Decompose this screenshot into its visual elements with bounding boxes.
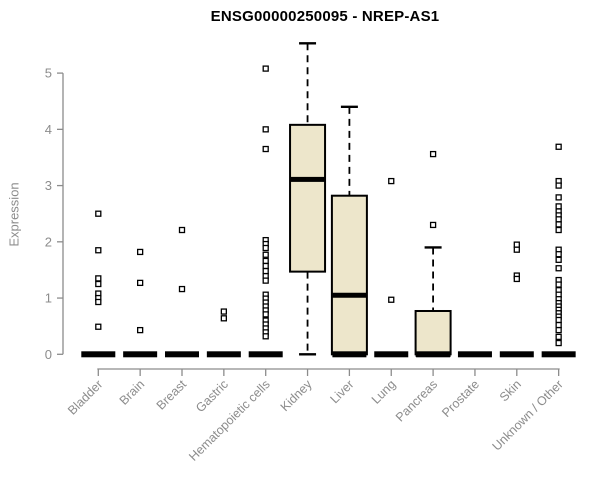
data-point-hematopoietic-cells bbox=[262, 126, 269, 133]
data-point-brain bbox=[136, 326, 144, 334]
data-point-breast bbox=[178, 285, 186, 293]
y-tick-label-1: 1 bbox=[45, 291, 52, 306]
data-point-bladder bbox=[95, 210, 102, 217]
data-point-unknown-other bbox=[555, 226, 562, 234]
x-label-kidney: Kidney bbox=[278, 377, 315, 414]
data-point-unknown-other bbox=[555, 265, 562, 272]
data-point-unknown-other bbox=[555, 339, 562, 347]
zero-median-bar-skin bbox=[499, 351, 534, 358]
x-label-bladder: Bladder bbox=[65, 377, 105, 417]
data-point-unknown-other bbox=[555, 256, 562, 263]
data-point-hematopoietic-cells bbox=[262, 65, 269, 72]
data-point-unknown-other bbox=[555, 182, 562, 189]
data-point-unknown-other bbox=[555, 143, 562, 150]
data-point-bladder bbox=[95, 275, 102, 282]
data-point-pancreas bbox=[429, 221, 437, 229]
data-point-hematopoietic-cells bbox=[262, 277, 269, 284]
data-point-unknown-other bbox=[555, 333, 562, 341]
data-point-pancreas bbox=[429, 150, 437, 158]
data-point-brain bbox=[136, 248, 144, 256]
data-point-bladder bbox=[95, 247, 102, 254]
zero-median-bar-gastric bbox=[206, 351, 241, 358]
zero-median-bar-liver bbox=[332, 351, 367, 358]
data-point-lung bbox=[388, 296, 395, 303]
data-point-unknown-other bbox=[555, 251, 562, 258]
data-point-hematopoietic-cells bbox=[262, 262, 269, 270]
data-point-hematopoietic-cells bbox=[262, 267, 269, 275]
x-label-pancreas: Pancreas bbox=[393, 377, 440, 424]
data-point-gastric bbox=[220, 315, 228, 322]
data-point-unknown-other bbox=[555, 326, 562, 334]
y-tick-label-0: 0 bbox=[45, 347, 52, 362]
median-line-liver bbox=[331, 292, 367, 298]
x-label-skin: Skin bbox=[497, 377, 524, 404]
x-label-liver: Liver bbox=[327, 377, 356, 406]
y-tick-label-2: 2 bbox=[45, 234, 52, 249]
zero-median-bar-unknown-other bbox=[541, 351, 576, 358]
x-label-brain: Brain bbox=[117, 377, 148, 408]
y-tick-label-4: 4 bbox=[45, 122, 52, 137]
data-point-hematopoietic-cells bbox=[262, 257, 269, 265]
data-point-hematopoietic-cells bbox=[262, 251, 269, 258]
box-liver bbox=[330, 194, 368, 356]
data-point-unknown-other bbox=[555, 316, 562, 324]
zero-median-bar-hematopoietic-cells bbox=[248, 351, 283, 358]
data-point-hematopoietic-cells bbox=[262, 333, 269, 340]
data-point-skin bbox=[513, 275, 520, 283]
data-point-unknown-other bbox=[555, 321, 562, 329]
zero-median-bar-pancreas bbox=[416, 351, 451, 358]
x-label-lung: Lung bbox=[369, 377, 399, 407]
data-point-unknown-other bbox=[555, 203, 562, 210]
data-point-hematopoietic-cells bbox=[262, 244, 269, 252]
zero-median-bar-breast bbox=[165, 351, 199, 358]
x-label-breast: Breast bbox=[154, 377, 190, 413]
data-point-lung bbox=[388, 177, 395, 185]
x-label-hematopoietic-cells: Hematopoietic cells bbox=[186, 377, 273, 464]
data-point-bladder bbox=[95, 280, 102, 288]
y-tick-label-3: 3 bbox=[45, 178, 52, 193]
data-point-hematopoietic-cells bbox=[262, 311, 269, 318]
data-point-breast bbox=[178, 226, 186, 234]
zero-median-bar-prostate bbox=[457, 351, 492, 358]
data-point-skin bbox=[513, 241, 520, 248]
data-point-skin bbox=[513, 246, 520, 253]
chart-title: ENSG00000250095 - NREP-AS1 bbox=[210, 8, 440, 25]
data-point-hematopoietic-cells bbox=[262, 145, 269, 153]
zero-median-bar-brain bbox=[123, 351, 158, 358]
data-point-brain bbox=[136, 279, 144, 287]
zero-median-bar-bladder bbox=[81, 351, 116, 358]
data-point-unknown-other bbox=[555, 194, 562, 201]
data-point-unknown-other bbox=[555, 221, 562, 228]
box-kidney bbox=[289, 123, 327, 273]
y-tick-label-5: 5 bbox=[45, 66, 52, 81]
data-point-unknown-other bbox=[555, 281, 562, 288]
zero-median-bar-lung bbox=[374, 351, 409, 358]
data-point-bladder bbox=[95, 298, 102, 306]
data-point-unknown-other bbox=[555, 216, 562, 223]
x-label-unknown-other: Unknown / Other bbox=[490, 377, 566, 453]
x-label-prostate: Prostate bbox=[439, 377, 482, 420]
box-pancreas bbox=[414, 309, 452, 356]
data-point-gastric bbox=[220, 308, 228, 315]
median-line-kidney bbox=[290, 176, 326, 182]
data-point-bladder bbox=[95, 323, 102, 330]
x-label-gastric: Gastric bbox=[193, 377, 231, 415]
